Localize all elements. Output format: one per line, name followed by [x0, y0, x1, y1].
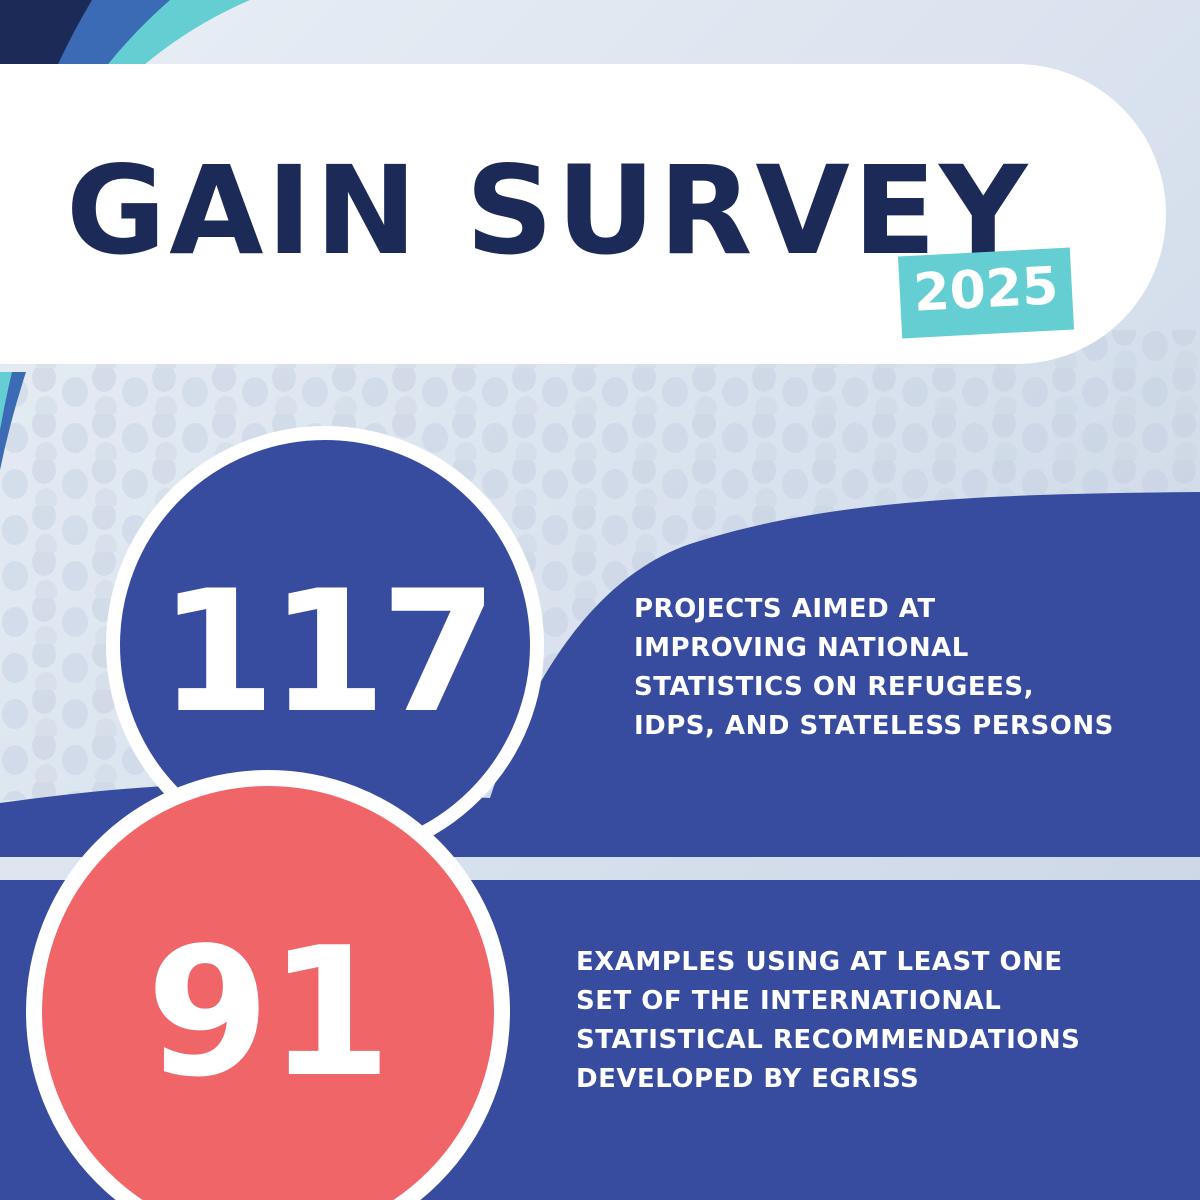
stat-description-line: IDPS, AND STATELESS PERSONS — [634, 711, 1114, 741]
upper-blue-panel — [0, 492, 1200, 857]
stat-description-line: SET OF THE INTERNATIONAL — [576, 986, 1002, 1016]
stat-description-examples: EXAMPLES USING AT LEAST ONE SET OF THE I… — [576, 943, 1176, 1099]
stat-description-line: EXAMPLES USING AT LEAST ONE — [576, 947, 1063, 977]
stat-description-line: STATISTICAL RECOMMENDATIONS — [576, 1025, 1081, 1055]
stat-description-line: IMPROVING NATIONAL — [634, 633, 969, 663]
year-badge: 2025 — [897, 247, 1075, 339]
stat-circle-91 — [26, 770, 510, 1200]
stat-value-examples: 91 — [146, 909, 392, 1116]
stat-value-projects: 117 — [158, 554, 498, 750]
stat-description-projects: PROJECTS AIMED AT IMPROVING NATIONAL STA… — [634, 590, 1174, 746]
stat-description-line: PROJECTS AIMED AT — [634, 594, 936, 624]
year-label: 2025 — [911, 256, 1060, 324]
page-title: GAIN SURVEY — [66, 140, 1031, 282]
stat-description-line: DEVELOPED BY EGRISS — [576, 1064, 920, 1094]
stat-description-line: STATISTICS ON REFUGEES, — [634, 672, 1034, 702]
